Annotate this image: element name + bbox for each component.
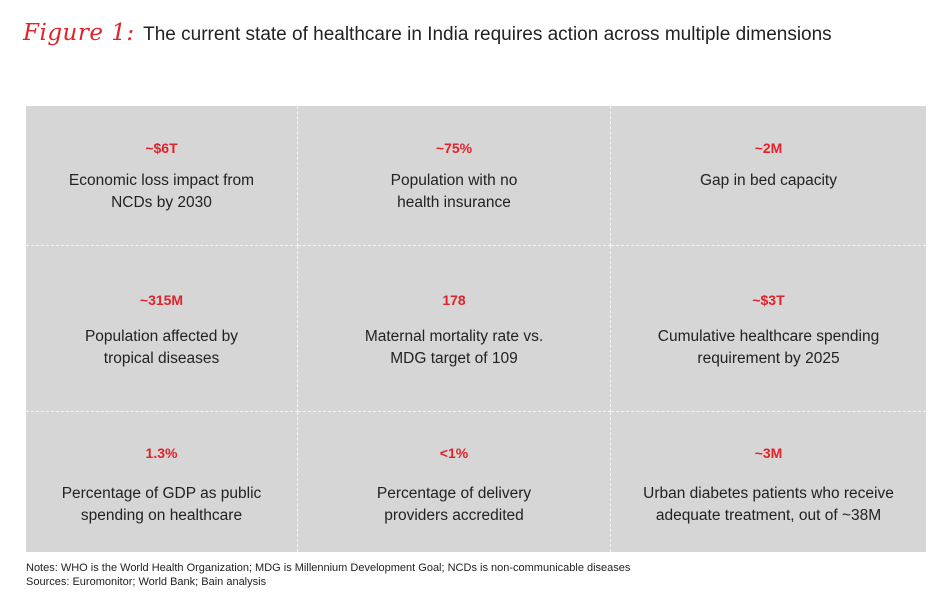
- stat-value: ~$6T: [145, 140, 178, 156]
- stat-cell-ncd-loss: ~$6T Economic loss impact from NCDs by 2…: [26, 106, 298, 246]
- stat-description-line: spending on healthcare: [80, 507, 243, 524]
- stat-description-line: Maternal mortality rate vs.: [364, 328, 544, 345]
- stat-description: Urban diabetes patients who receive adeq…: [611, 483, 926, 527]
- stat-cell-accreditation: <1% Percentage of delivery providers acc…: [298, 412, 611, 552]
- stat-cell-no-insurance: ~75% Population with no health insurance: [298, 106, 611, 246]
- stat-description: Gap in bed capacity: [611, 170, 926, 192]
- stat-description-line: adequate treatment, out of ~38M: [655, 507, 882, 524]
- stat-description-line: Cumulative healthcare spending: [657, 328, 880, 345]
- stat-cell-maternal-mortality: 178 Maternal mortality rate vs. MDG targ…: [298, 246, 611, 412]
- stat-description-line: tropical diseases: [103, 350, 220, 367]
- stat-description-line: Gap in bed capacity: [699, 172, 837, 189]
- stat-cell-bed-gap: ~2M Gap in bed capacity: [611, 106, 926, 246]
- stat-description-line: Percentage of GDP as public: [61, 485, 262, 502]
- figure-heading: The current state of healthcare in India…: [143, 24, 832, 45]
- stat-description: Economic loss impact from NCDs by 2030: [26, 170, 297, 214]
- stat-value: ~315M: [139, 292, 184, 308]
- notes-text: Notes: WHO is the World Health Organizat…: [26, 562, 631, 574]
- stat-value: 178: [442, 292, 466, 308]
- stat-cell-diabetes-treatment: ~3M Urban diabetes patients who receive …: [611, 412, 926, 552]
- footnotes: Notes: WHO is the World Health Organizat…: [26, 561, 630, 589]
- stat-description: Percentage of GDP as public spending on …: [26, 483, 297, 527]
- stat-value: ~2M: [754, 140, 783, 156]
- stat-description-line: Percentage of delivery: [376, 485, 532, 502]
- stat-description: Maternal mortality rate vs. MDG target o…: [298, 326, 610, 370]
- stat-description: Percentage of delivery providers accredi…: [298, 483, 610, 527]
- stat-description-line: requirement by 2025: [697, 350, 840, 367]
- stat-description-line: NCDs by 2030: [111, 194, 212, 211]
- stat-description: Population affected by tropical diseases: [26, 326, 297, 370]
- stat-cell-public-spending: 1.3% Percentage of GDP as public spendin…: [26, 412, 298, 552]
- stat-description-line: providers accredited: [384, 507, 524, 524]
- stat-value: ~75%: [435, 140, 473, 156]
- stat-value: ~3M: [754, 445, 783, 461]
- stat-value: ~$3T: [752, 292, 785, 308]
- stat-description-line: Population affected by: [84, 328, 239, 345]
- stat-description-line: Urban diabetes patients who receive: [643, 485, 894, 502]
- stat-description-line: MDG target of 109: [390, 350, 518, 367]
- stat-description-line: health insurance: [397, 194, 511, 211]
- figure-title: Figure 1: The current state of healthcar…: [23, 20, 832, 50]
- stat-description-line: Population with no: [390, 172, 518, 189]
- stats-grid: ~$6T Economic loss impact from NCDs by 2…: [26, 106, 926, 552]
- stat-cell-healthcare-spending: ~$3T Cumulative healthcare spending requ…: [611, 246, 926, 412]
- stat-description: Population with no health insurance: [298, 170, 610, 214]
- figure-label: Figure 1:: [23, 20, 135, 46]
- sources-text: Sources: Euromonitor; World Bank; Bain a…: [26, 576, 267, 588]
- stat-value: 1.3%: [145, 445, 178, 461]
- stat-description-line: Economic loss impact from: [68, 172, 255, 189]
- stat-description: Cumulative healthcare spending requireme…: [611, 326, 926, 370]
- stat-cell-tropical-diseases: ~315M Population affected by tropical di…: [26, 246, 298, 412]
- stat-value: <1%: [439, 445, 469, 461]
